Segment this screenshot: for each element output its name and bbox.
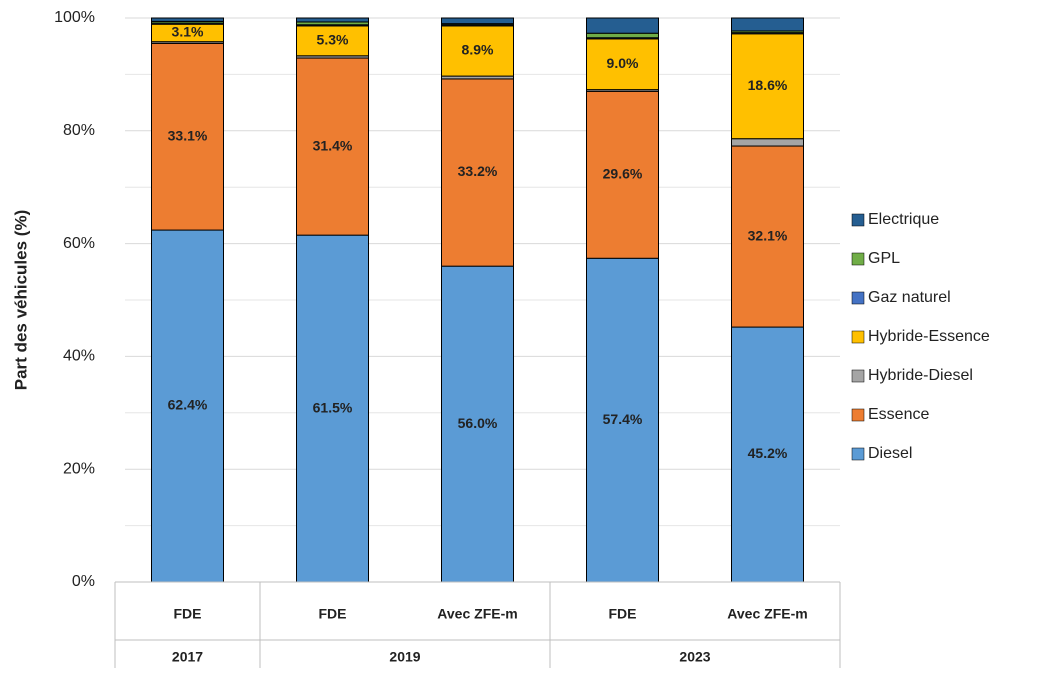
bar-segment (296, 17, 369, 23)
legend-swatch (851, 408, 865, 422)
legend-label: Electrique (868, 211, 939, 228)
data-label: 8.9% (462, 42, 494, 58)
group-label: 2023 (679, 649, 710, 665)
bar-segment (441, 265, 514, 583)
bar-segment (586, 38, 659, 91)
data-label: 56.0% (458, 415, 498, 431)
bar-segment (586, 32, 659, 39)
data-label: 45.2% (748, 445, 788, 461)
bar-segment (296, 234, 369, 583)
data-label: 33.1% (168, 127, 208, 143)
bar-segment (296, 25, 369, 57)
y-tick-label: 20% (63, 460, 95, 477)
data-label: 29.6% (603, 165, 643, 181)
legend-swatch (851, 369, 865, 383)
x-tick-label: Avec ZFE-m (437, 606, 517, 622)
y-tick-label: 100% (54, 9, 95, 26)
x-tick-label: FDE (319, 606, 347, 622)
data-label: 18.6% (748, 77, 788, 93)
legend-label: Gaz naturel (868, 289, 951, 306)
bar-segment (586, 17, 659, 34)
y-tick-label: 0% (72, 573, 95, 590)
bar-segment (441, 17, 514, 25)
bar-segment (151, 229, 224, 583)
bar-segment (151, 17, 224, 22)
legend-label: Hybride-Essence (868, 328, 990, 345)
y-tick-label: 60% (63, 235, 95, 252)
bar-segment (151, 42, 224, 231)
bar-segment (731, 326, 804, 583)
group-label: 2019 (389, 649, 420, 665)
legend-swatch (851, 330, 865, 344)
bar-segment (586, 90, 659, 259)
data-label: 9.0% (607, 55, 639, 71)
legend-label: GPL (868, 250, 900, 267)
x-tick-label: Avec ZFE-m (727, 606, 807, 622)
data-label: 57.4% (603, 411, 643, 427)
bar-segment (731, 33, 804, 140)
bar-segment (731, 145, 804, 328)
y-tick-label: 80% (63, 122, 95, 139)
legend-label: Diesel (868, 445, 912, 462)
data-label: 3.1% (172, 24, 204, 40)
bar-segment (441, 78, 514, 267)
data-label: 62.4% (168, 397, 208, 413)
x-tick-label: FDE (174, 606, 202, 622)
legend-label: Hybride-Diesel (868, 367, 973, 384)
x-tick-label: FDE (609, 606, 637, 622)
y-axis-title: Part des véhicules (%) (11, 210, 30, 390)
bar-segment (731, 17, 804, 32)
legend-label: Essence (868, 406, 929, 423)
data-label: 61.5% (313, 399, 353, 415)
legend-swatch (851, 291, 865, 305)
bar-segment (441, 25, 514, 77)
group-label: 2017 (172, 649, 203, 665)
bar-segment (586, 257, 659, 583)
legend-swatch (851, 213, 865, 227)
bar-segment (731, 138, 804, 147)
bar-segment (296, 57, 369, 236)
data-label: 32.1% (748, 227, 788, 243)
y-tick-label: 40% (63, 348, 95, 365)
data-label: 5.3% (317, 32, 349, 48)
legend-swatch (851, 252, 865, 266)
data-label: 33.2% (458, 163, 498, 179)
data-label: 31.4% (313, 137, 353, 153)
legend-swatch (851, 447, 865, 461)
